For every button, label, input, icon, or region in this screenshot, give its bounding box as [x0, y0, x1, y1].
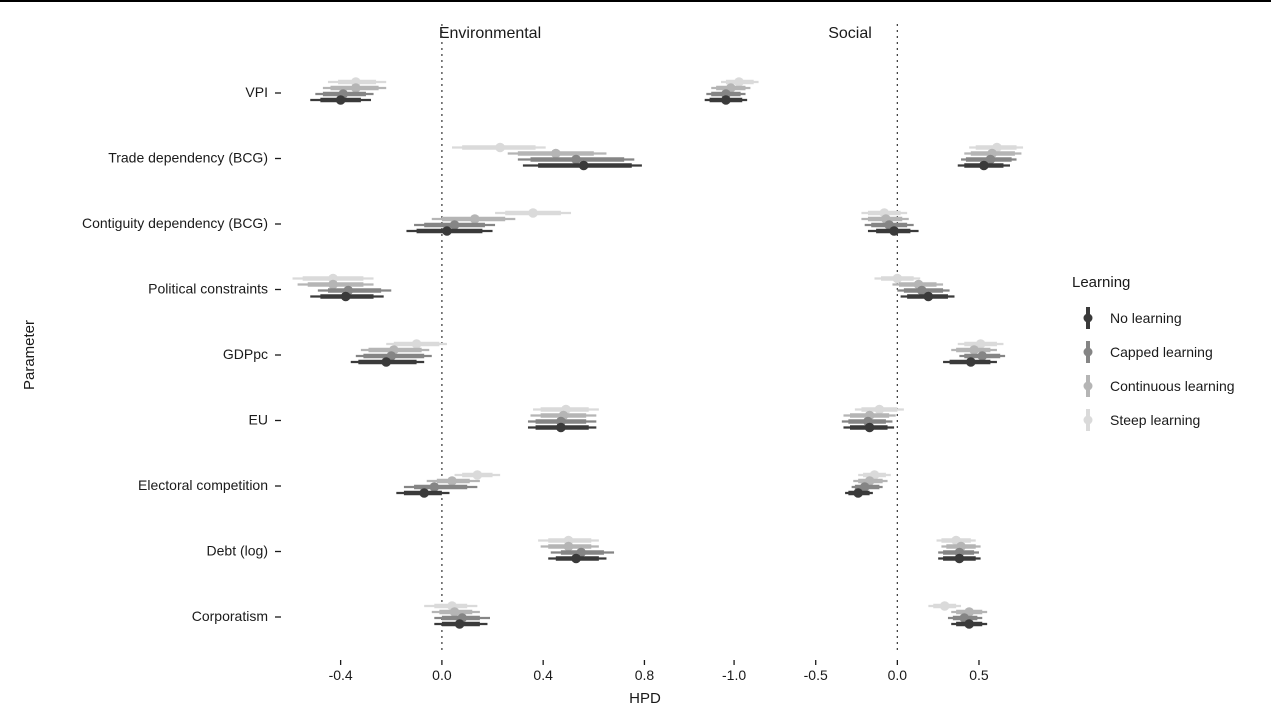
x-tick-label-social-0-0: 0.0	[888, 667, 908, 683]
interval-no-learning-environmental-electoral-competition-point	[419, 488, 429, 498]
interval-steep-learning-environmental-trade-dependency-bcg-point	[495, 142, 505, 153]
interval-continuous-learning-environmental-debt-log-point	[563, 541, 574, 552]
interval-continuous-learning-environmental-electoral-competition-point	[447, 476, 457, 486]
interval-no-learning-social-eu-point	[864, 422, 875, 433]
top-rule	[0, 0, 1271, 2]
parameter-label-contiguity-dependency-bcg: Contiguity dependency (BCG)	[82, 215, 268, 231]
interval-capped-learning-social-electoral-competition-point	[859, 482, 870, 492]
interval-no-learning-social-vpi-point	[721, 95, 731, 105]
interval-no-learning-social-trade-dependency-bcg-point	[979, 160, 989, 171]
x-axis-ticks: -0.4 0.0 0.4 0.8 -1.0 -0.5 0.0 0.5	[329, 660, 989, 683]
interval-continuous-learning-environmental-vpi-point	[351, 83, 361, 93]
interval-continuous-learning-social-gdppc-point	[969, 345, 979, 355]
interval-no-learning-environmental-gdppc-point	[381, 357, 392, 367]
interval-no-learning-social-political-constraints-point	[923, 291, 934, 302]
parameter-label-gdppc: GDPpc	[223, 346, 268, 362]
parameter-label-electoral-competition: Electoral competition	[138, 477, 268, 493]
facet-title-environmental: Environmental	[439, 25, 541, 42]
interval-no-learning-social-corporatism-point	[964, 619, 974, 629]
interval-steep-learning-environmental-contiguity-dependency-bcg-point	[528, 208, 538, 218]
legend-label-steep-learning: Steep learning	[1110, 412, 1200, 428]
x-tick-label-social-1-0: -1.0	[722, 667, 746, 683]
x-axis-title: HPD	[629, 690, 661, 707]
interval-no-learning-environmental-debt-log-point	[571, 553, 581, 564]
legend-key-dot-steep-learning	[1083, 415, 1093, 425]
legend-label-continuous-learning: Continuous learning	[1110, 378, 1235, 394]
interval-no-learning-social-gdppc-point	[966, 357, 976, 367]
x-tick-label-environmental-0-4: -0.4	[329, 667, 353, 683]
x-tick-label-environmental-0-8: 0.8	[635, 667, 655, 683]
interval-capped-learning-environmental-contiguity-dependency-bcg-point	[449, 220, 460, 230]
legend-label-capped-learning: Capped learning	[1110, 344, 1213, 360]
x-tick-label-social-0-5: -0.5	[804, 667, 828, 683]
zero-reference-lines	[441, 24, 898, 652]
interval-steep-learning-social-eu-point	[874, 404, 885, 415]
interval-continuous-learning-environmental-contiguity-dependency-bcg-point	[470, 214, 480, 224]
interval-no-learning-environmental-vpi-point	[335, 95, 346, 105]
facet-title-social: Social	[828, 25, 872, 42]
interval-marks	[292, 77, 1024, 629]
interval-no-learning-environmental-corporatism-point	[454, 619, 465, 629]
interval-capped-learning-social-trade-dependency-bcg-point	[985, 154, 996, 165]
legend: Learning No learning Capped learning Conti…	[1072, 274, 1235, 431]
legend-key-dot-capped-learning	[1083, 347, 1093, 357]
interval-capped-learning-environmental-electoral-competition-point	[429, 482, 440, 492]
facet-titles: Environmental Social	[439, 25, 872, 42]
interval-capped-learning-social-political-constraints-point	[917, 285, 927, 296]
interval-continuous-learning-environmental-trade-dependency-bcg-point	[551, 148, 561, 159]
legend-title: Learning	[1072, 274, 1130, 291]
interval-steep-learning-environmental-gdppc-point	[411, 339, 422, 349]
interval-no-learning-environmental-political-constraints-point	[340, 291, 351, 302]
interval-continuous-learning-environmental-corporatism-point	[449, 607, 460, 617]
y-axis-title: Parameter	[21, 320, 38, 390]
parameter-label-political-constraints: Political constraints	[148, 281, 268, 297]
interval-no-learning-environmental-eu-point	[556, 422, 566, 433]
parameter-labels: VPI Trade dependency (BCG) Contiguity depe…	[82, 84, 281, 624]
interval-capped-learning-social-gdppc-point	[977, 351, 988, 361]
interval-capped-learning-environmental-trade-dependency-bcg-point	[571, 154, 581, 165]
parameter-label-eu: EU	[249, 412, 268, 428]
interval-no-learning-environmental-trade-dependency-bcg-point	[578, 160, 589, 171]
legend-key-dot-continuous-learning	[1083, 381, 1093, 391]
interval-no-learning-social-electoral-competition-point	[853, 488, 863, 498]
parameter-label-debt-log: Debt (log)	[207, 543, 268, 559]
parameter-label-vpi: VPI	[245, 84, 268, 100]
interval-steep-learning-social-corporatism-point	[939, 601, 950, 611]
interval-no-learning-social-contiguity-dependency-bcg-point	[889, 226, 899, 236]
interval-no-learning-environmental-contiguity-dependency-bcg-point	[442, 226, 452, 236]
x-tick-label-social-0-5: 0.5	[969, 667, 989, 683]
interval-steep-learning-environmental-electoral-competition-point	[472, 470, 483, 480]
interval-steep-learning-social-vpi-point	[734, 77, 744, 87]
interval-continuous-learning-environmental-political-constraints-point	[328, 279, 338, 290]
legend-label-no-learning: No learning	[1110, 310, 1182, 326]
interval-no-learning-social-debt-log-point	[954, 553, 965, 564]
interval-steep-learning-social-political-constraints-point	[892, 273, 903, 284]
parameter-label-corporatism: Corporatism	[192, 608, 268, 624]
parameter-label-trade-dependency-bcg: Trade dependency (BCG)	[108, 150, 268, 166]
legend-key-dot-no-learning	[1083, 313, 1093, 323]
x-tick-label-environmental-0-4: 0.4	[533, 667, 553, 683]
x-tick-label-environmental-0-0: 0.0	[432, 667, 452, 683]
interval-steep-learning-social-gdppc-point	[975, 339, 986, 349]
